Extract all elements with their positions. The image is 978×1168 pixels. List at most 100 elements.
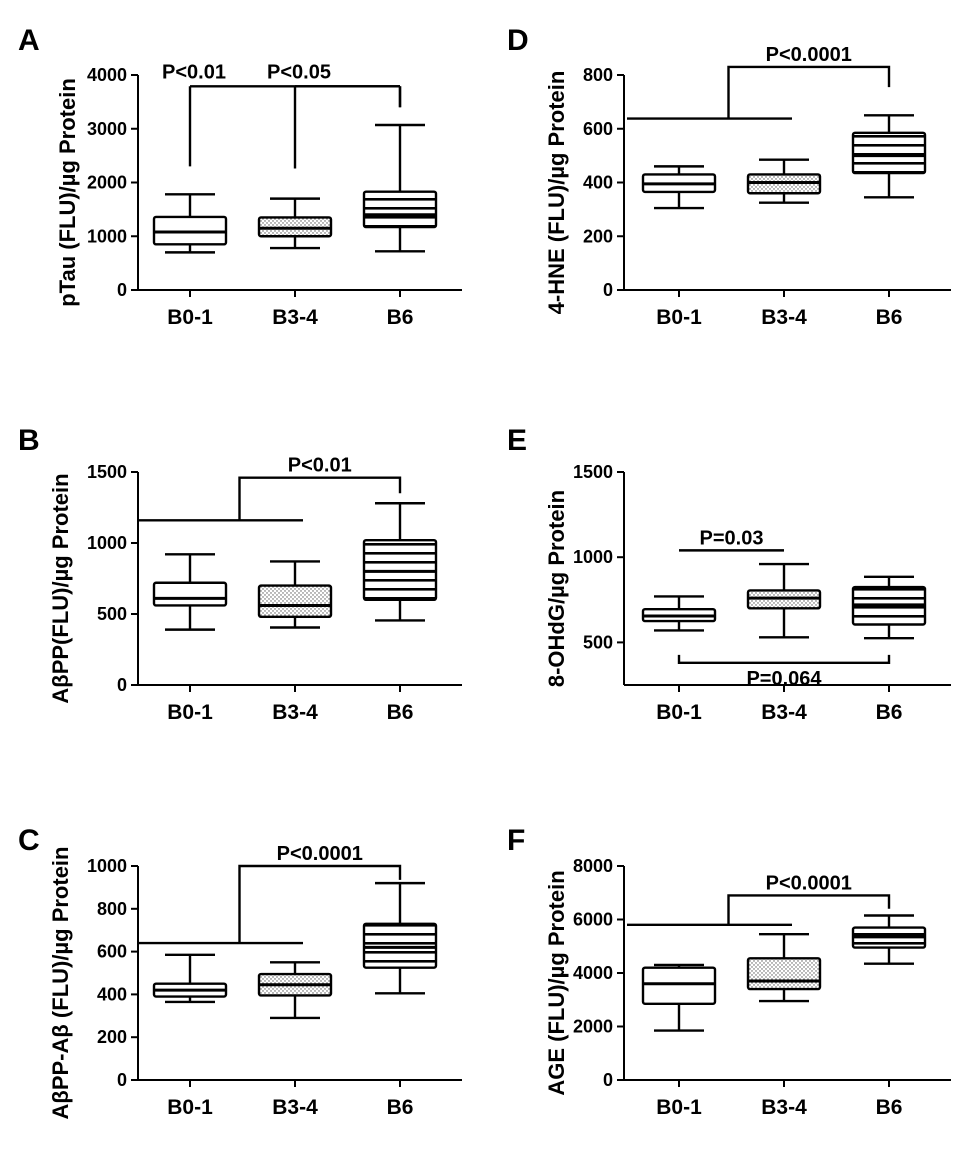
y-tick-label: 500 <box>583 632 613 652</box>
x-category-label: B0-1 <box>656 701 702 724</box>
significance-annotation: P=0.03 <box>679 527 784 552</box>
y-tick-label: 800 <box>97 899 127 919</box>
significance-annotation: P<0.0001 <box>627 44 891 120</box>
x-category-label: B6 <box>387 306 414 329</box>
comparison-bracket <box>238 864 402 944</box>
p-value-label: P<0.01 <box>162 61 226 83</box>
chart-panel-c: C 0 200 400 600 800 1000 B0-1 B3-4 B6 AβPP-Aβ (FLU… <box>18 824 462 1120</box>
box-B3-4 <box>257 560 333 629</box>
iqr-box <box>257 584 333 619</box>
x-category-label: B6 <box>387 1096 414 1119</box>
panel-letter: D <box>507 24 529 57</box>
y-tick-label: 2000 <box>573 1017 613 1037</box>
significance-annotation: P<0.0001 <box>627 872 891 927</box>
p-value-label: P=0.03 <box>700 527 764 549</box>
box-B6 <box>362 123 438 253</box>
box-B6 <box>851 114 927 199</box>
box-B3-4 <box>257 197 333 250</box>
box-B6 <box>362 881 438 995</box>
y-tick-label: 4000 <box>87 65 127 85</box>
x-category-label: B3-4 <box>761 701 807 724</box>
y-tick-label: 600 <box>583 119 613 139</box>
y-tick-label: 1000 <box>87 533 127 553</box>
panel-letter: E <box>507 424 527 457</box>
significance-annotation: P<0.05 <box>267 61 402 169</box>
y-tick-label: 2000 <box>87 173 127 193</box>
y-axis-label: 8-OHdG/µg Protein <box>544 490 569 687</box>
box-B0-1 <box>641 963 717 1032</box>
y-tick-label: 8000 <box>573 856 613 876</box>
y-tick-label: 3000 <box>87 119 127 139</box>
comparison-bracket <box>727 894 891 925</box>
x-category-label: B3-4 <box>272 701 318 724</box>
y-axis-label: AβPP-Aβ (FLU)/µg Protein <box>48 847 73 1120</box>
box-B3-4 <box>746 933 822 1003</box>
x-category-label: B3-4 <box>272 1096 318 1119</box>
y-tick-label: 6000 <box>573 910 613 930</box>
y-axis-label: AGE (FLU)/µg Protein <box>544 870 569 1095</box>
box-B6 <box>851 914 927 965</box>
x-category-label: B0-1 <box>167 306 213 329</box>
y-tick-label: 4000 <box>573 963 613 983</box>
x-category-label: B3-4 <box>272 306 318 329</box>
iqr-box <box>362 922 438 969</box>
chart-panel-a: A 0 1000 2000 3000 4000 B0-1 B3-4 B6 pTau (FLU)/µ… <box>18 24 462 329</box>
y-tick-label: 600 <box>97 942 127 962</box>
p-value-label: P<0.05 <box>267 61 331 83</box>
x-category-label: B3-4 <box>761 306 807 329</box>
comparison-bracket <box>727 65 891 119</box>
x-category-label: B0-1 <box>656 306 702 329</box>
x-category-label: B0-1 <box>167 1096 213 1119</box>
box-B6 <box>851 575 927 640</box>
comparison-bracket <box>238 476 402 521</box>
iqr-box <box>746 957 822 991</box>
iqr-box <box>851 131 927 175</box>
panel-letter: F <box>507 824 525 857</box>
significance-annotation: P<0.01 <box>138 455 402 522</box>
y-tick-label: 0 <box>117 675 127 695</box>
comparison-bracket <box>677 654 891 665</box>
y-tick-label: 1000 <box>87 226 127 246</box>
iqr-box <box>362 190 438 229</box>
iqr-box <box>152 581 228 607</box>
p-value-label: P<0.0001 <box>766 872 852 894</box>
box-B3-4 <box>257 961 333 1020</box>
panel-letter: C <box>18 824 40 857</box>
panel-letter: A <box>18 24 40 57</box>
y-axis-label: pTau (FLU)/µg Protein <box>55 78 80 307</box>
y-tick-label: 0 <box>603 1070 613 1090</box>
x-category-label: B6 <box>876 701 903 724</box>
box-B0-1 <box>152 553 228 631</box>
p-value-label: P<0.01 <box>288 455 352 477</box>
x-category-label: B6 <box>876 1096 903 1119</box>
y-tick-label: 400 <box>583 173 613 193</box>
p-value-label: P<0.0001 <box>766 44 852 66</box>
box-B3-4 <box>746 158 822 204</box>
iqr-box <box>641 966 717 1005</box>
box-B6 <box>362 502 438 622</box>
y-tick-label: 1500 <box>87 462 127 482</box>
box-B0-1 <box>641 595 717 632</box>
x-category-label: B0-1 <box>656 1096 702 1119</box>
chart-panel-f: F 0 2000 4000 6000 8000 B0-1 B3-4 B6 AGE (FLU)/µg… <box>507 824 951 1119</box>
y-tick-label: 1000 <box>573 547 613 567</box>
panel-letter: B <box>18 424 40 457</box>
y-tick-label: 200 <box>583 226 613 246</box>
chart-panel-d: D 0 200 400 600 800 B0-1 B3-4 B6 4-HNE (FLU)/µg P… <box>507 24 951 329</box>
box-B0-1 <box>152 193 228 254</box>
x-category-label: B3-4 <box>761 1096 807 1119</box>
y-axis-label: 4-HNE (FLU)/µg Protein <box>544 71 569 315</box>
significance-annotation: P<0.0001 <box>138 843 402 945</box>
y-tick-label: 400 <box>97 984 127 1004</box>
x-category-label: B6 <box>387 701 414 724</box>
p-value-label: P=0.064 <box>746 668 822 690</box>
x-category-label: B6 <box>876 306 903 329</box>
significance-annotation: P=0.064 <box>677 654 891 690</box>
y-tick-label: 200 <box>97 1027 127 1047</box>
box-B0-1 <box>152 953 228 1004</box>
y-tick-label: 800 <box>583 65 613 85</box>
y-tick-label: 1000 <box>87 856 127 876</box>
y-tick-label: 0 <box>117 1070 127 1090</box>
x-category-label: B0-1 <box>167 701 213 724</box>
y-tick-label: 500 <box>97 604 127 624</box>
